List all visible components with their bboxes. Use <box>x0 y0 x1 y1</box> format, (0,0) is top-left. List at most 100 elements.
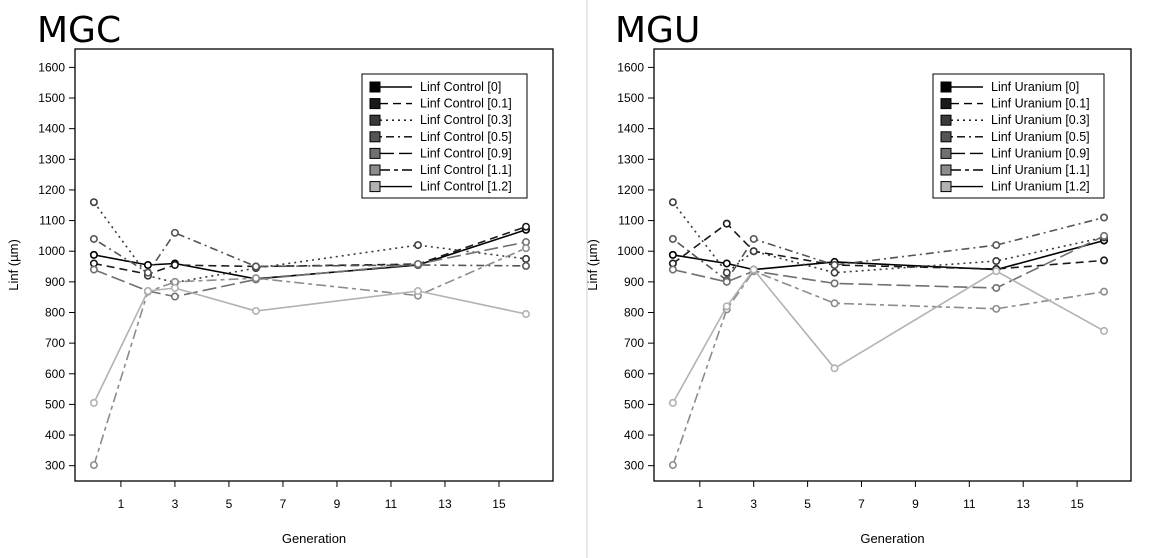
data-point <box>170 260 179 269</box>
data-point <box>722 277 731 286</box>
series-2 <box>89 198 530 287</box>
data-point <box>992 257 1001 266</box>
legend-item: Linf Control [0.3] <box>369 113 512 127</box>
x-tick-label: 3 <box>750 497 757 511</box>
y-tick-label: 400 <box>45 428 65 442</box>
data-point <box>521 254 530 263</box>
data-point <box>89 398 98 407</box>
data-point <box>668 461 677 470</box>
series-line <box>93 231 527 274</box>
legend-item: Linf Uranium [0.1] <box>940 97 1090 111</box>
legend-swatch <box>940 131 952 143</box>
series-5 <box>89 244 530 470</box>
legend-swatch <box>940 114 952 126</box>
y-tick-label: 1300 <box>617 152 644 166</box>
data-point <box>413 241 422 250</box>
series-line <box>672 222 1105 270</box>
y-tick-label: 1400 <box>617 122 644 136</box>
y-tick-label: 700 <box>45 336 65 350</box>
data-point <box>143 260 152 269</box>
x-tick-label: 15 <box>492 497 506 511</box>
series-5 <box>668 267 1109 470</box>
series-line <box>672 268 1105 404</box>
legend-swatch <box>940 181 952 193</box>
data-point <box>830 364 839 373</box>
series-line <box>672 235 1105 289</box>
data-point <box>521 310 530 319</box>
data-point <box>521 244 530 253</box>
data-point <box>413 260 422 269</box>
data-point <box>1100 256 1109 265</box>
data-point <box>668 250 677 259</box>
series-line <box>672 216 1105 282</box>
x-tick-label: 11 <box>385 497 398 511</box>
x-tick-label: 1 <box>118 497 125 511</box>
legend-label: Linf Control [1.1] <box>420 163 512 177</box>
series-line <box>93 241 527 298</box>
x-axis-label: Generation <box>860 531 924 546</box>
data-point <box>992 304 1001 313</box>
y-tick-label: 400 <box>624 428 644 442</box>
legend-item: Linf Uranium [0.9] <box>940 146 1090 160</box>
plot-frame <box>653 48 1132 482</box>
legend-swatch <box>369 114 381 126</box>
legend-box <box>361 73 528 199</box>
legend-label: Linf Control [0.1] <box>420 97 512 111</box>
data-point <box>668 198 677 207</box>
plot-frame <box>74 48 554 482</box>
y-axis-label: Linf (µm) <box>6 239 21 291</box>
x-tick-label: 5 <box>226 497 233 511</box>
legend-item: Linf Control [0.1] <box>369 97 512 111</box>
legend-label: Linf Uranium [0.3] <box>991 113 1090 127</box>
legend-label: Linf Control [0.5] <box>420 130 512 144</box>
data-point <box>722 219 731 228</box>
data-point <box>722 268 731 277</box>
series-4 <box>89 238 530 301</box>
series-line <box>93 287 527 404</box>
legend-item: Linf Control [1.1] <box>369 163 512 177</box>
data-point <box>722 302 731 311</box>
legend-label: Linf Control [0.9] <box>420 146 512 160</box>
data-point <box>1100 231 1109 240</box>
y-tick-label: 1300 <box>38 152 65 166</box>
y-tick-label: 1500 <box>38 91 65 105</box>
data-point <box>830 260 839 269</box>
y-tick-label: 900 <box>45 275 65 289</box>
legend-label: Linf Uranium [1.1] <box>991 163 1090 177</box>
series-line <box>672 239 1105 271</box>
y-tick-label: 1400 <box>38 122 65 136</box>
data-point <box>668 234 677 243</box>
legend-swatch <box>369 181 381 193</box>
y-tick-label: 1200 <box>617 183 644 197</box>
legend-label: Linf Control [1.2] <box>420 180 512 194</box>
y-tick-label: 300 <box>624 459 644 473</box>
x-tick-label: 7 <box>858 497 865 511</box>
legend-label: Linf Control [0.3] <box>420 113 512 127</box>
legend-swatch <box>369 164 381 176</box>
y-tick-label: 600 <box>45 367 65 381</box>
legend-label: Linf Control [0] <box>420 80 501 94</box>
x-tick-label: 3 <box>172 497 179 511</box>
data-point <box>992 241 1001 250</box>
y-tick-label: 800 <box>624 305 644 319</box>
data-point <box>668 265 677 274</box>
data-point <box>830 268 839 277</box>
y-tick-label: 1500 <box>617 91 644 105</box>
data-point <box>143 268 152 277</box>
x-tick-label: 9 <box>912 497 919 511</box>
data-point <box>170 283 179 292</box>
x-tick-label: 9 <box>334 497 341 511</box>
data-point <box>830 299 839 308</box>
legend-swatch <box>940 98 952 110</box>
x-tick-label: 13 <box>1017 497 1031 511</box>
legend-item: Linf Uranium [0.5] <box>940 130 1090 144</box>
data-point <box>89 198 98 207</box>
data-point <box>251 306 260 315</box>
data-point <box>170 228 179 237</box>
data-point <box>992 283 1001 292</box>
x-tick-label: 1 <box>696 497 703 511</box>
x-tick-label: 13 <box>438 497 452 511</box>
legend-item: Linf Control [0] <box>369 80 501 94</box>
y-tick-label: 600 <box>624 367 644 381</box>
